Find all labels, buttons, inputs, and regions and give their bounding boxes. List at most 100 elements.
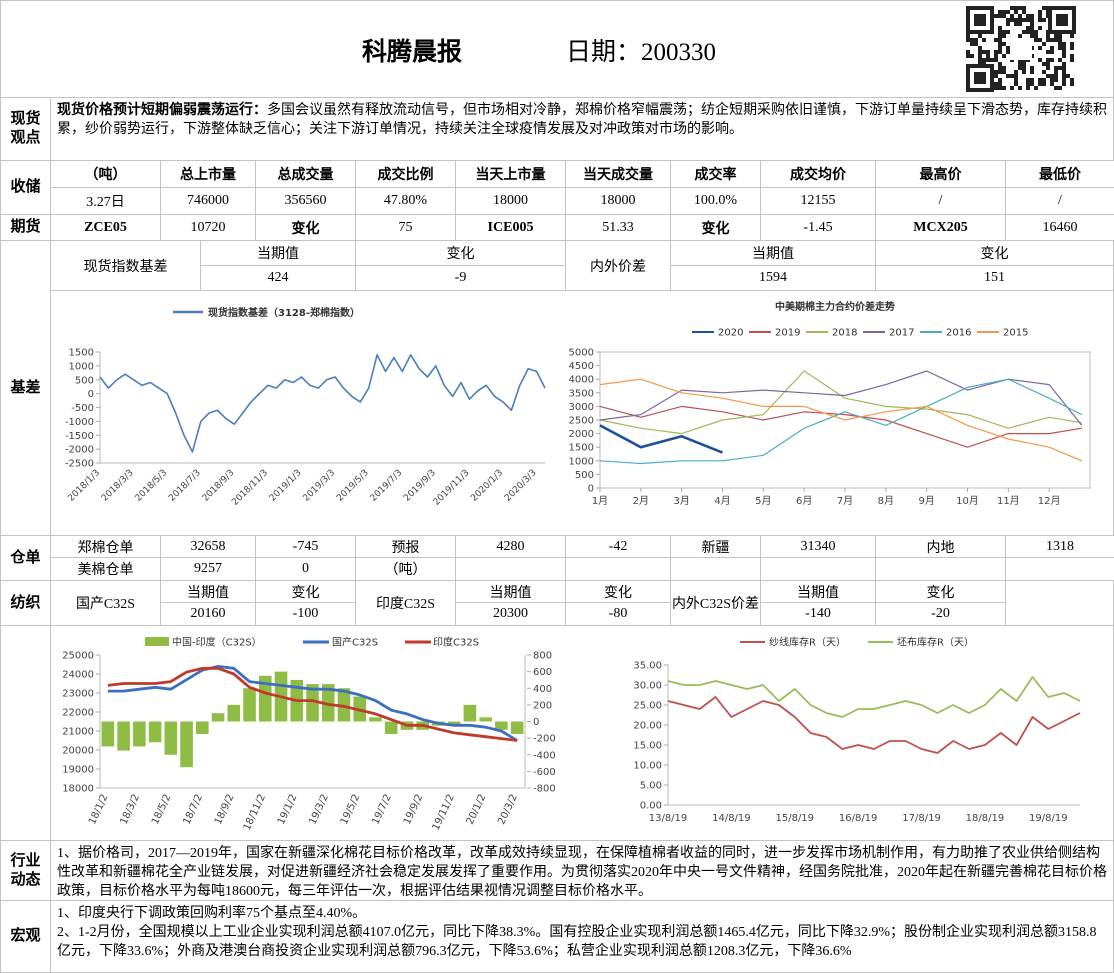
- y-tick-label: 200: [533, 700, 552, 711]
- qr-module: [986, 54, 990, 58]
- x-tick-label: 2018/9/3: [201, 468, 237, 504]
- qr-module: [1026, 14, 1030, 18]
- qr-module: [998, 26, 1002, 30]
- qr-module: [978, 54, 982, 58]
- table-cell: 10720: [160, 214, 256, 241]
- qr-module: [1002, 14, 1006, 18]
- chart-title: 中美期棉主力合约价差走势: [775, 300, 895, 313]
- table-cell: 4280: [455, 535, 566, 558]
- macro-line: 1、印度央行下调政策回购利率75个基点至4.40%。: [57, 906, 367, 921]
- qr-module: [1014, 82, 1018, 86]
- y-tick-label: -600: [533, 767, 555, 778]
- qr-module: [1002, 70, 1006, 74]
- x-tick-label: 11月: [997, 495, 1020, 507]
- table-cell: -9: [355, 265, 566, 291]
- legend-label: 2018: [832, 328, 857, 339]
- qr-module: [998, 86, 1002, 90]
- x-tick-label: 1月: [592, 495, 608, 507]
- column-header: 成交比例: [355, 160, 456, 188]
- chart: 25000 24000 23000 22000 21000 20000 19000 18000…: [62, 636, 555, 833]
- qr-module: [998, 30, 1002, 34]
- lead: 现货价格预计短期偏弱震荡运行：: [57, 103, 267, 118]
- x-tick-label: 19/9/2: [402, 793, 426, 827]
- table-cell: 12155: [760, 187, 876, 215]
- qr-module: [1014, 78, 1018, 82]
- column-header: 最低价: [1005, 160, 1114, 188]
- qr-module: [1050, 58, 1054, 62]
- qr-module: [1038, 18, 1042, 22]
- x-tick-label: 19/3/2: [307, 793, 331, 827]
- table-cell: 内外C32S价差: [670, 580, 761, 626]
- qr-module: [1070, 58, 1074, 62]
- qr-module: [1056, 14, 1068, 26]
- qr-module: [1058, 42, 1062, 46]
- qr-module: [1002, 30, 1006, 34]
- table-cell: （吨）: [355, 557, 456, 581]
- qr-module: [1062, 54, 1066, 58]
- qr-module: [1054, 70, 1058, 74]
- qr-module: [1026, 26, 1030, 30]
- section-label: 收储: [0, 160, 51, 215]
- qr-module: [998, 78, 1002, 82]
- chart: 中美期棉主力合约价差走势5000450040003500300025002000…: [569, 300, 1091, 507]
- qr-module: [1014, 6, 1018, 10]
- table-cell: 印度C32S: [355, 580, 456, 626]
- bar: [337, 688, 351, 722]
- qr-module: [1010, 14, 1014, 18]
- table-cell: 变化: [255, 214, 356, 241]
- qr-module: [978, 34, 982, 38]
- industry-text: 1、据价格司，2017—2019年，国家在新疆深化棉花目标价格改革，改革成效持续…: [50, 840, 1114, 901]
- qr-module: [1014, 22, 1018, 26]
- qr-module: [1006, 30, 1010, 34]
- qr-module: [1070, 82, 1074, 86]
- qr-module: [1046, 62, 1050, 66]
- qr-module: [1062, 78, 1066, 82]
- qr-module: [1002, 10, 1006, 14]
- y-tick-label: -800: [533, 784, 555, 795]
- y-tick-label: 3000: [569, 402, 594, 413]
- qr-module: [1050, 78, 1054, 82]
- bar: [369, 717, 382, 722]
- qr-module: [1022, 62, 1026, 66]
- legend-label: 2015: [1003, 328, 1028, 339]
- y-tick-label: 20.00: [633, 721, 662, 732]
- x-tick-label: 2019/3/3: [302, 468, 338, 504]
- table-cell: 现货指数基差: [50, 240, 201, 291]
- y-tick-label: -1000: [65, 417, 94, 428]
- legend-label: 国产C32S: [332, 636, 378, 649]
- qr-module: [1002, 86, 1006, 90]
- qr-module: [974, 38, 978, 42]
- table-cell: -140: [760, 602, 876, 626]
- qr-module: [1026, 78, 1030, 82]
- qr-module: [1030, 78, 1034, 82]
- x-tick-label: 3月: [673, 495, 689, 507]
- legend-swatch: [145, 637, 169, 646]
- y-tick-label: 15.00: [633, 741, 662, 752]
- macro-line: 2、1-2月份，全国规模以上工业企业实现利润总额4107.0亿元，同比下降38.…: [57, 925, 1097, 959]
- table-cell: 1594: [670, 265, 876, 291]
- x-tick-label: 14/8/19: [712, 813, 751, 824]
- bar: [258, 675, 272, 722]
- bar: [117, 721, 130, 751]
- qr-module: [1006, 18, 1010, 22]
- x-tick-label: 19/5/2: [339, 793, 363, 827]
- qr-module: [986, 58, 990, 62]
- bar: [227, 704, 241, 722]
- y-tick-label: 35.00: [633, 661, 662, 672]
- qr-module: [1042, 6, 1046, 10]
- bar: [148, 721, 162, 743]
- table-cell: /: [1005, 187, 1114, 215]
- qr-module: [1038, 10, 1042, 14]
- y-tick-label: 5.00: [640, 781, 662, 792]
- qr-module: [1026, 30, 1030, 34]
- qr-module: [978, 58, 982, 62]
- legend-label: 2017: [889, 328, 914, 339]
- qr-module: [994, 82, 998, 86]
- qr-module: [974, 42, 978, 46]
- qr-module: [1070, 54, 1074, 58]
- x-tick-label: 18/5/2: [150, 793, 174, 827]
- qr-module: [1038, 46, 1042, 50]
- bar: [243, 688, 256, 722]
- qr-module: [1022, 6, 1026, 10]
- view-text: 现货价格预计短期偏弱震荡运行：多国会议虽然有释放流动信号，但市场相对冷静，郑棉价…: [50, 97, 1114, 161]
